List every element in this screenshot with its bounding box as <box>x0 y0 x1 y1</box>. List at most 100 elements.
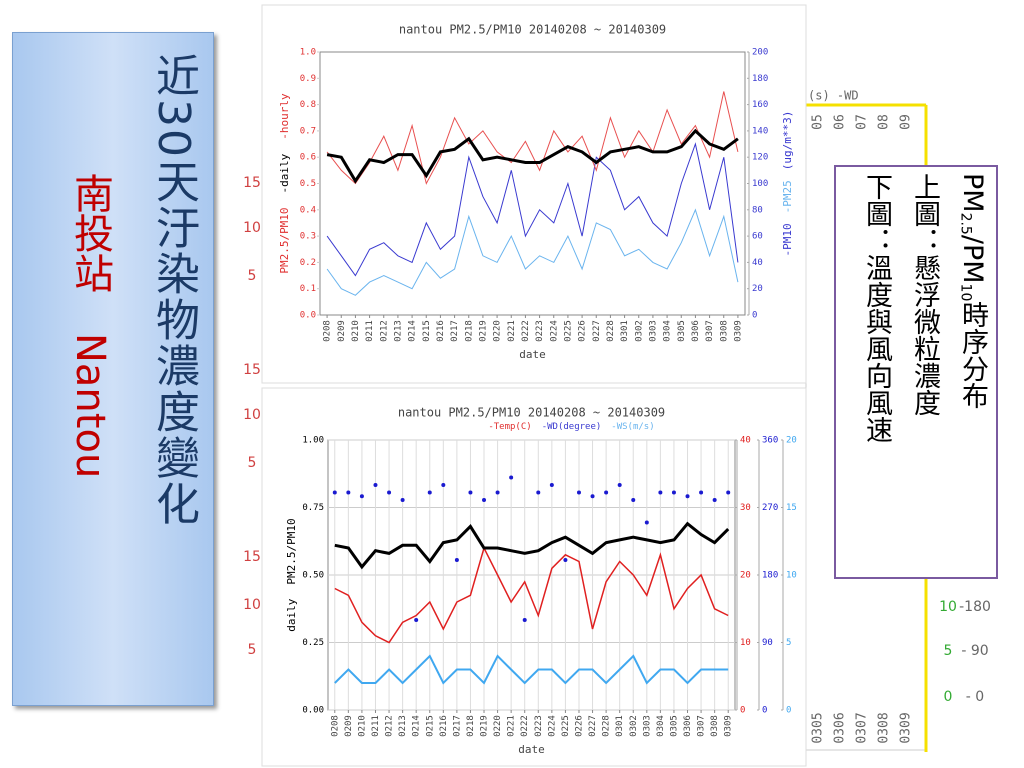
x-tick-label: 0301 <box>615 715 625 737</box>
y2-tick-label: 360 <box>762 436 778 446</box>
y2-axis-label-part: -PM10 <box>781 223 794 256</box>
series-line <box>334 654 729 685</box>
station: 南投站 Nantou <box>65 173 115 478</box>
x-tick-label: 0304 <box>656 715 666 737</box>
y2-tick-label: 10 <box>740 638 751 648</box>
data-dot <box>671 490 676 495</box>
background-tick: 5 <box>248 268 257 284</box>
y2-tick-label: 20 <box>786 436 797 446</box>
y-axis-label: PM2.5/PM10 -daily -hourly <box>278 93 291 274</box>
x-tick-label: 0220 <box>493 715 503 737</box>
y2-tick-label: 20 <box>752 284 763 294</box>
series-line <box>334 545 729 644</box>
y2-tick-label: 80 <box>752 205 763 215</box>
x-tick-label: 0217 <box>452 715 462 737</box>
note-box: PM2.5/PM10時序分布 上圖：懸浮微粒濃度 下圖：溫度與風向風速 <box>834 165 998 579</box>
y2-tick-label: 120 <box>752 153 768 163</box>
note-sub: 10 <box>957 283 974 302</box>
background-tick: 5 <box>248 455 257 471</box>
x-tick-label: 0213 <box>398 715 408 737</box>
x-tick-label: 0309 <box>724 715 734 737</box>
x-tick-label: 0226 <box>578 320 588 342</box>
x-tick-label: 0208 <box>323 320 333 342</box>
data-dot <box>576 490 581 495</box>
y-tick-label: 0.7 <box>300 126 316 136</box>
y-tick-label: 0.25 <box>302 638 324 648</box>
y-tick-label: 1.00 <box>302 436 324 446</box>
chart-title: nantou PM2.5/PM10 20140208 ~ 20140309 <box>398 406 665 420</box>
x-tick-label: 0215 <box>422 320 432 342</box>
x-tick-label: 0208 <box>330 715 340 737</box>
data-dot <box>563 558 568 562</box>
data-dot <box>441 483 446 487</box>
x-tick-label: 0302 <box>629 715 639 737</box>
x-tick-label: 0217 <box>450 320 460 342</box>
data-dot <box>658 490 663 495</box>
data-dot <box>712 498 717 502</box>
data-dot <box>685 494 690 499</box>
chart-subtitle: -Temp(C) -WD(degree) -WS(m/s) <box>488 422 654 432</box>
note-line: PM2.5/PM10時序分布 <box>946 173 992 409</box>
data-dot <box>726 490 731 495</box>
background-tick: 0 <box>944 689 953 705</box>
series-line <box>326 208 739 296</box>
y2-tick-label: 15 <box>786 503 797 513</box>
background-tick: 10 <box>243 597 261 613</box>
y2-axis-label-part: (ug/m**3) <box>781 111 794 171</box>
background-tick: 10 <box>243 220 261 236</box>
y2-tick-label: 0 <box>752 311 757 321</box>
x-tick-label: 0220 <box>493 320 503 342</box>
x-tick-label: 0228 <box>606 320 616 342</box>
data-dot <box>414 618 419 622</box>
data-dot <box>631 498 636 502</box>
y-tick-label: 0.9 <box>300 74 316 84</box>
background-tick: - 0 <box>966 689 984 705</box>
background-tick: -180 <box>959 599 991 615</box>
data-dot <box>359 494 364 499</box>
data-dot <box>644 520 649 525</box>
data-dot <box>509 475 514 480</box>
y2-tick-label: 0 <box>762 706 767 716</box>
x-tick-label: 0209 <box>337 320 347 342</box>
data-dot <box>427 490 432 495</box>
note-text: PM <box>957 173 988 213</box>
y-axis-label-part: -daily <box>278 153 291 193</box>
y2-axis-label: -PM10 -PM25 (ug/m**3) <box>781 111 794 257</box>
x-tick-label: 0221 <box>507 715 517 737</box>
x-tick-label: 0222 <box>520 715 530 737</box>
series-line <box>326 91 739 185</box>
data-dot <box>522 618 527 622</box>
x-tick-label: 0307 <box>705 320 715 342</box>
background-legend: (s) -WD <box>808 89 859 103</box>
y-tick-label: 0.8 <box>300 100 316 110</box>
background-date: 05 <box>811 114 826 130</box>
chart-frame <box>261 387 807 767</box>
y-axis-label-part: PM2.5/PM10 <box>278 207 291 273</box>
data-dot <box>482 498 487 502</box>
y2-tick-label: 20 <box>740 571 751 581</box>
background-tick: 5 <box>944 643 953 659</box>
x-tick-label: 0303 <box>648 320 658 342</box>
y2-tick-label: 5 <box>786 638 791 648</box>
y-axis-label-part: PM2.5/PM10 <box>285 518 298 584</box>
y2-tick-label: 30 <box>740 503 751 513</box>
note-text: /PM <box>957 234 988 284</box>
x-tick-label: 0224 <box>547 715 557 737</box>
x-tick-label: 0214 <box>408 320 418 342</box>
y2-tick-label: 100 <box>752 179 768 189</box>
y2-tick-label: 0 <box>786 706 791 716</box>
x-tick-label: 0215 <box>425 715 435 737</box>
background-date: 08 <box>877 114 892 130</box>
data-dot <box>332 490 337 495</box>
x-tick-label: 0301 <box>620 320 630 342</box>
background-tick: - 90 <box>961 643 988 659</box>
x-tick-label: 0307 <box>697 715 707 737</box>
y2-tick-label: 40 <box>740 436 751 446</box>
y2-tick-label: 140 <box>752 126 768 136</box>
background-tick: 10 <box>939 599 957 615</box>
x-tick-label: 0306 <box>691 320 701 342</box>
y2-tick-label: 200 <box>752 48 768 58</box>
background-date: 07 <box>855 114 870 130</box>
data-dot <box>400 498 405 502</box>
